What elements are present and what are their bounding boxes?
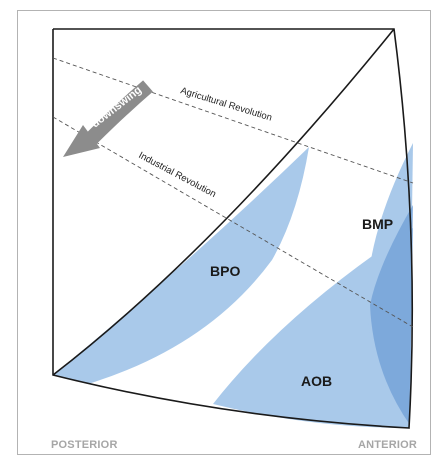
- bpo-region: [53, 147, 309, 384]
- downswing-arrow-shaft: [85, 80, 153, 145]
- wedge-outline: [52, 28, 414, 429]
- downswing-arrowhead-icon: [63, 125, 100, 157]
- downswing-arrow: downswing: [63, 80, 153, 157]
- posterior-label: POSTERIOR: [51, 439, 118, 451]
- industrial-revolution-label: Industrial Revolution: [137, 150, 218, 200]
- bmp-label: BMP: [362, 216, 393, 232]
- bmp-overlap-region: [370, 205, 413, 425]
- agricultural-revolution-line: [52, 57, 414, 184]
- outer-border: [17, 10, 431, 455]
- aob-label: AOB: [301, 373, 332, 389]
- aob-region: [213, 228, 413, 428]
- anterior-label: ANTERIOR: [357, 439, 417, 451]
- diagonal-curve: [52, 28, 395, 376]
- bpo-label: BPO: [210, 263, 240, 279]
